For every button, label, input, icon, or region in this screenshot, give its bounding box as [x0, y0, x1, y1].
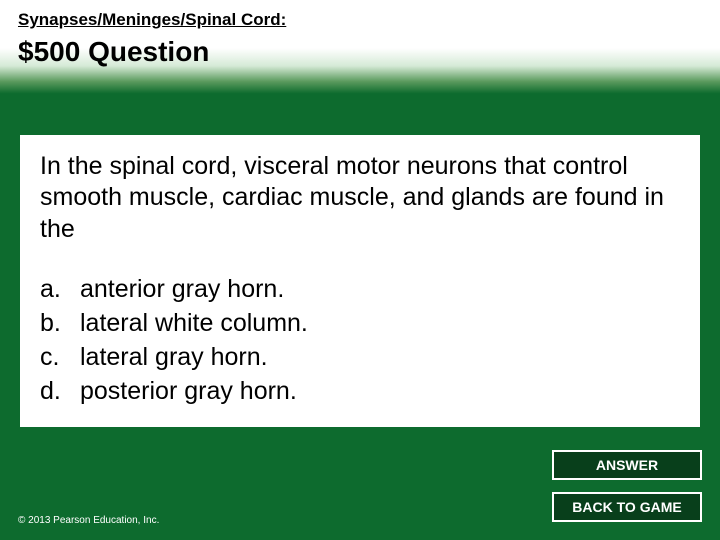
- option-letter: c.: [40, 341, 80, 373]
- quiz-slide: Synapses/Meninges/Spinal Cord: $500 Ques…: [0, 0, 720, 540]
- page-title: $500 Question: [18, 36, 702, 68]
- option-text: lateral white column.: [80, 307, 308, 339]
- option-letter: b.: [40, 307, 80, 339]
- breadcrumb: Synapses/Meninges/Spinal Cord:: [18, 10, 702, 30]
- content-box: In the spinal cord, visceral motor neuro…: [20, 135, 700, 427]
- option-d: d. posterior gray horn.: [40, 375, 680, 407]
- option-a: a. anterior gray horn.: [40, 273, 680, 305]
- back-to-game-button[interactable]: BACK TO GAME: [552, 492, 702, 522]
- option-c: c. lateral gray horn.: [40, 341, 680, 373]
- option-text: anterior gray horn.: [80, 273, 284, 305]
- option-letter: d.: [40, 375, 80, 407]
- header: Synapses/Meninges/Spinal Cord: $500 Ques…: [0, 0, 720, 120]
- answer-button-label: ANSWER: [596, 457, 658, 473]
- option-b: b. lateral white column.: [40, 307, 680, 339]
- copyright-text: © 2013 Pearson Education, Inc.: [18, 515, 159, 526]
- option-text: lateral gray horn.: [80, 341, 268, 373]
- back-button-label: BACK TO GAME: [572, 499, 681, 515]
- option-text: posterior gray horn.: [80, 375, 297, 407]
- option-letter: a.: [40, 273, 80, 305]
- options-list: a. anterior gray horn. b. lateral white …: [40, 273, 680, 407]
- body: In the spinal cord, visceral motor neuro…: [0, 120, 720, 540]
- question-text: In the spinal cord, visceral motor neuro…: [40, 151, 680, 245]
- answer-button[interactable]: ANSWER: [552, 450, 702, 480]
